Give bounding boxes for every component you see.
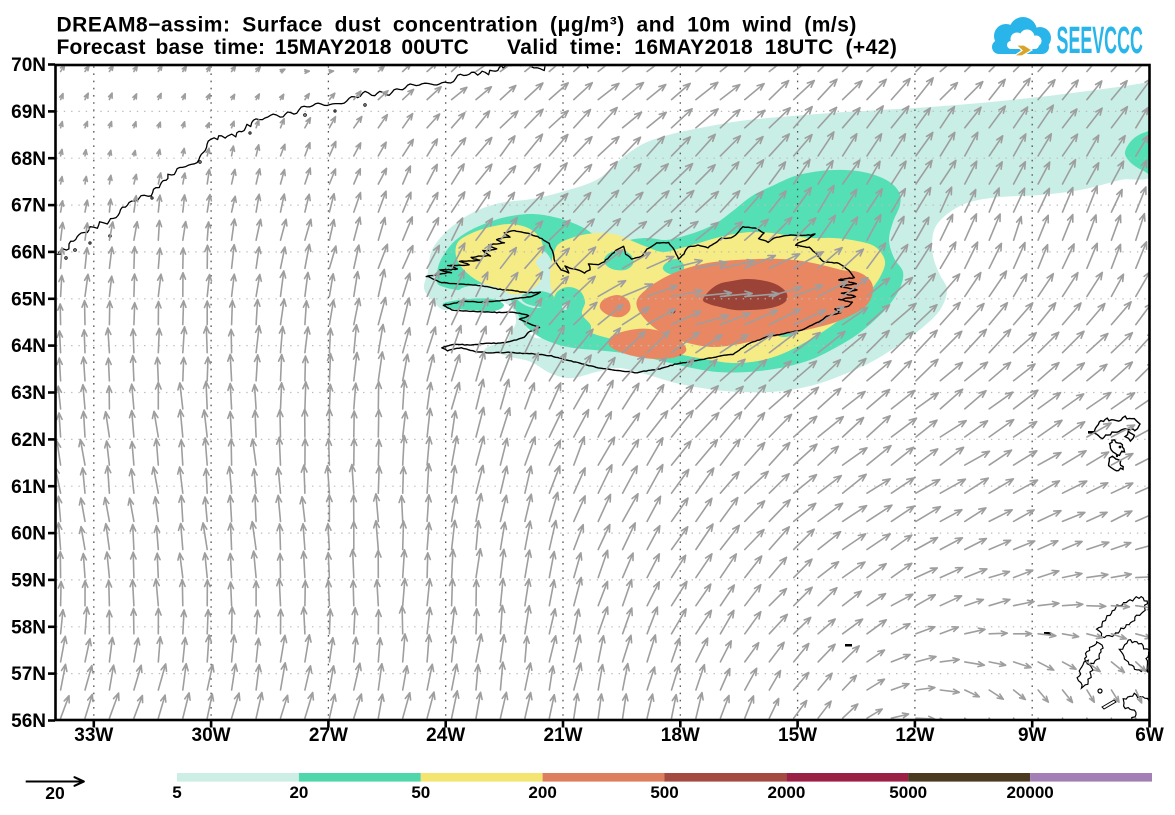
svg-text:66N: 66N: [11, 243, 46, 264]
svg-text:DREAM8−assim: Surface dust con: DREAM8−assim: Surface dust concentration…: [57, 14, 857, 37]
svg-text:30W: 30W: [192, 725, 231, 746]
svg-text:63N: 63N: [11, 383, 46, 404]
svg-text:65N: 65N: [11, 289, 46, 310]
svg-text:60N: 60N: [11, 524, 46, 545]
svg-text:18W: 18W: [661, 725, 700, 746]
svg-text:15W: 15W: [778, 725, 817, 746]
svg-text:70N: 70N: [11, 55, 46, 76]
svg-text:20: 20: [289, 783, 308, 802]
svg-text:24W: 24W: [426, 725, 465, 746]
svg-text:27W: 27W: [309, 725, 348, 746]
svg-text:SEEVCCC: SEEVCCC: [1057, 20, 1143, 62]
svg-text:500: 500: [650, 783, 678, 802]
svg-text:68N: 68N: [11, 149, 46, 170]
svg-text:12W: 12W: [895, 725, 934, 746]
svg-text:33W: 33W: [74, 725, 113, 746]
svg-text:20: 20: [45, 783, 65, 803]
svg-text:67N: 67N: [11, 196, 46, 217]
svg-text:2000: 2000: [767, 783, 805, 802]
svg-text:64N: 64N: [11, 336, 46, 357]
svg-text:69N: 69N: [11, 102, 46, 123]
svg-text:59N: 59N: [11, 571, 46, 592]
svg-text:5000: 5000: [889, 783, 927, 802]
svg-text:57N: 57N: [11, 664, 46, 685]
svg-text:6W: 6W: [1135, 725, 1164, 746]
svg-text:Valid time: 16MAY2018 18UTC (+: Valid time: 16MAY2018 18UTC (+42): [507, 36, 897, 59]
svg-text:50: 50: [411, 783, 430, 802]
svg-text:Forecast base time: 15MAY2018: Forecast base time: 15MAY2018 00UTC: [57, 36, 469, 59]
svg-text:62N: 62N: [11, 430, 46, 451]
svg-text:58N: 58N: [11, 617, 46, 638]
svg-text:61N: 61N: [11, 477, 46, 498]
svg-text:200: 200: [528, 783, 556, 802]
svg-text:56N: 56N: [11, 711, 46, 732]
svg-text:5: 5: [172, 783, 181, 802]
svg-text:20000: 20000: [1006, 783, 1053, 802]
svg-text:9W: 9W: [1018, 725, 1047, 746]
svg-text:21W: 21W: [543, 725, 582, 746]
